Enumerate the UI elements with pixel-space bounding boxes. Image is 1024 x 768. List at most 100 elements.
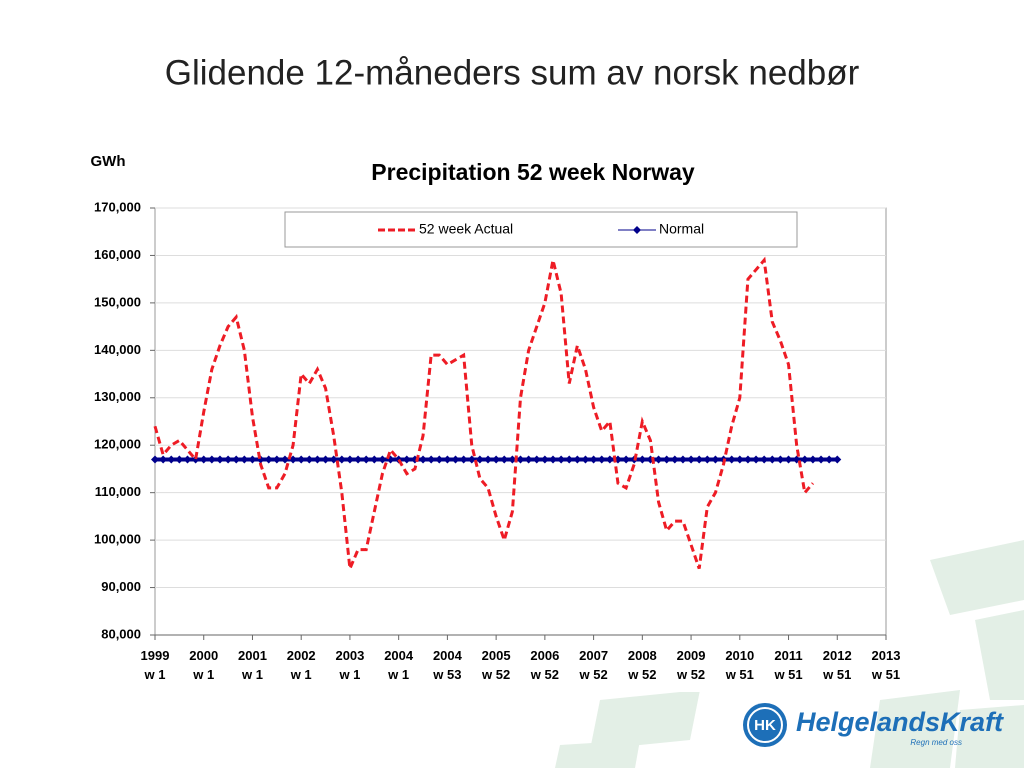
series-marker <box>500 455 509 464</box>
series-marker <box>240 455 249 464</box>
series-marker <box>280 455 289 464</box>
decoration <box>555 540 1024 768</box>
logo-tagline: Regn med oss <box>910 738 962 747</box>
x-tick-label: 2000 w 1 <box>189 648 218 682</box>
series-marker <box>760 455 769 464</box>
series-marker <box>817 455 826 464</box>
series-marker <box>443 455 452 464</box>
y-tick-label: 130,000 <box>94 389 141 404</box>
x-tick-label: 2009 w 52 <box>676 648 706 682</box>
y-tick-label: 160,000 <box>94 247 141 262</box>
series-marker <box>191 455 200 464</box>
series-marker <box>362 455 371 464</box>
series-marker <box>833 455 842 464</box>
logo-mark: HK <box>754 717 776 734</box>
series-marker <box>581 455 590 464</box>
series-marker <box>329 455 338 464</box>
y-tick-label: 120,000 <box>94 437 141 452</box>
series-marker <box>224 455 233 464</box>
series-marker <box>654 455 663 464</box>
series-marker <box>232 455 241 464</box>
legend-box <box>284 211 798 248</box>
logo: HK HelgelandsKraft Regn med oss <box>743 703 1004 747</box>
series-marker <box>427 455 436 464</box>
x-tick-label: 1999 w 1 <box>141 648 170 682</box>
series-marker <box>199 455 208 464</box>
series-marker <box>808 455 817 464</box>
series-marker <box>337 455 346 464</box>
series-marker <box>678 455 687 464</box>
series-marker <box>662 455 671 464</box>
series-marker <box>183 455 192 464</box>
series-marker <box>475 455 484 464</box>
series-marker <box>435 455 444 464</box>
series-marker <box>272 455 281 464</box>
x-tick-label: 2011 w 51 <box>773 648 802 682</box>
series-marker <box>492 455 501 464</box>
x-tick-label: 2013 w 51 <box>871 648 901 682</box>
y-tick-label: 110,000 <box>95 484 141 499</box>
series-marker <box>484 455 493 464</box>
y-tick-label: 90,000 <box>101 579 141 594</box>
series-marker <box>687 455 696 464</box>
series-marker <box>297 455 306 464</box>
series-marker <box>622 455 631 464</box>
x-tick-label: 2007 w 52 <box>579 648 609 682</box>
legend-label: 52 week Actual <box>419 221 513 237</box>
plot-area <box>154 207 887 636</box>
y-tick-label: 170,000 <box>94 199 141 214</box>
series-marker <box>321 455 330 464</box>
x-tick-label: 2004 w 1 <box>384 648 414 682</box>
series-marker <box>768 455 777 464</box>
series-marker <box>313 455 322 464</box>
series-marker <box>305 455 314 464</box>
y-axis-label: GWh <box>91 153 126 170</box>
series-marker <box>215 455 224 464</box>
series-marker <box>703 455 712 464</box>
series-marker <box>207 455 216 464</box>
x-tick-label: 2003 w 1 <box>335 648 364 682</box>
series-marker <box>370 455 379 464</box>
x-tick-label: 2012 w 51 <box>822 648 852 682</box>
y-tick-label: 80,000 <box>101 626 141 641</box>
plot: 80,000 90,000 100,000 110,000 120,000 130,000… <box>94 199 900 682</box>
series-marker <box>524 455 533 464</box>
series-marker <box>540 455 549 464</box>
slide-title: Glidende 12-måneders sum av norsk nedbør <box>165 53 860 92</box>
logo-name: HelgelandsKraft <box>796 707 1004 737</box>
series-marker <box>557 455 566 464</box>
series-marker <box>459 455 468 464</box>
x-tick-label: 2006 w 52 <box>530 648 560 682</box>
series-line <box>153 256 815 575</box>
series-marker <box>451 455 460 464</box>
series-marker <box>825 455 834 464</box>
series-marker <box>532 455 541 464</box>
x-tick-label: 2005 w 52 <box>481 648 511 682</box>
logo-circle <box>743 703 787 747</box>
series-marker <box>402 455 411 464</box>
series-marker <box>605 455 614 464</box>
series-marker <box>345 455 354 464</box>
series-marker <box>151 455 159 464</box>
x-tick-label: 2008 w 52 <box>627 648 657 682</box>
y-tick-label: 100,000 <box>94 532 141 547</box>
series-marker <box>565 455 574 464</box>
series-marker <box>597 455 606 464</box>
series-marker <box>548 455 557 464</box>
series-marker <box>516 455 525 464</box>
series-marker <box>784 455 793 464</box>
series-marker <box>508 455 517 464</box>
series-marker <box>467 455 476 464</box>
series-marker <box>800 455 809 464</box>
y-tick-label: 140,000 <box>94 342 141 357</box>
y-tick-label: 150,000 <box>94 294 141 309</box>
legend-marker <box>633 226 641 234</box>
series-marker <box>735 455 744 464</box>
series-marker <box>354 455 363 464</box>
series-marker <box>419 455 428 464</box>
series-marker <box>167 455 176 464</box>
logo-ring <box>747 707 783 743</box>
x-tick-label: 2002 w 1 <box>287 648 316 682</box>
series-marker <box>670 455 679 464</box>
